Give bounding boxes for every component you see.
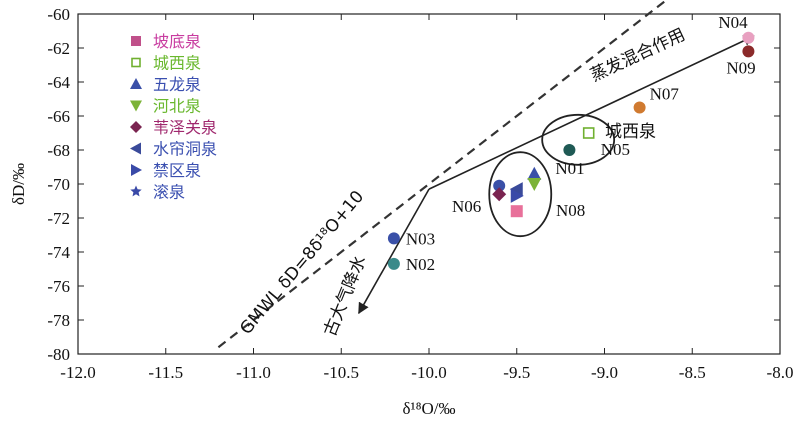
cluster-ellipse-n06-n08 <box>488 151 553 238</box>
group-ellipses <box>488 113 616 238</box>
data-point <box>387 257 400 270</box>
axis-ticks: -12.0 -11.5 -11.0 -10.5 -10.0 -9.5 -9.0 -8.5 -8.… <box>47 5 793 382</box>
y-tick-label: -64 <box>47 73 70 92</box>
x-axis-label: δ¹⁸O/‰ <box>402 399 455 418</box>
y-axis-label: δD/‰ <box>9 163 28 205</box>
legend-marker <box>130 78 142 89</box>
legend-marker <box>130 100 142 112</box>
legend-label: 苇泽关泉 <box>153 118 217 137</box>
y-tick-label: -74 <box>47 243 70 262</box>
legend-marker <box>131 57 141 68</box>
y-tick-label: -66 <box>47 107 70 126</box>
sample-label-n06: N06 <box>452 197 481 216</box>
sample-label: N03 <box>406 229 435 248</box>
y-tick-label: -70 <box>47 175 70 194</box>
y-tick-label: -80 <box>47 345 70 364</box>
x-tick-label: -11.5 <box>148 363 183 382</box>
data-point <box>493 179 506 192</box>
data-point <box>509 182 523 197</box>
reference-lines <box>217 0 755 349</box>
legend-marker <box>131 36 141 46</box>
data-point <box>742 45 755 58</box>
x-tick-label: -10.5 <box>324 363 359 382</box>
data-point <box>527 178 542 191</box>
data-point <box>582 127 595 139</box>
data-point <box>742 31 755 44</box>
sample-label: N07 <box>650 85 680 104</box>
legend-label: 城西泉 <box>153 54 201 73</box>
legend-marker <box>130 185 142 197</box>
x-tick-label: -8.0 <box>767 363 794 382</box>
data-points: N04 N09 N07 N05 N01 N03 N02 <box>387 13 756 274</box>
cluster-ellipse-n01-n05 <box>541 113 616 166</box>
legend-label: 禁区泉 <box>153 161 201 180</box>
x-tick-label: -8.5 <box>679 363 706 382</box>
evaporation-mixing-arrow <box>428 35 755 190</box>
legend-label: 坡底泉 <box>153 32 201 51</box>
y-tick-label: -78 <box>47 311 70 330</box>
x-tick-label: -11.0 <box>236 363 271 382</box>
data-point <box>633 101 646 114</box>
y-tick-label: -60 <box>47 5 70 24</box>
y-tick-label: -62 <box>47 39 70 58</box>
legend-marker <box>130 121 142 133</box>
x-tick-label: -9.0 <box>591 363 618 382</box>
y-tick-label: -68 <box>47 141 70 160</box>
data-point <box>387 232 400 245</box>
legend-label: 五龙泉 <box>153 75 201 94</box>
sample-label-n08: N08 <box>556 201 585 220</box>
legend-marker <box>130 142 141 155</box>
data-point <box>492 187 507 202</box>
chengxi-spring-label: 城西泉 <box>605 122 656 142</box>
data-point <box>563 144 576 156</box>
legend-label: 滚泉 <box>153 183 185 202</box>
y-tick-label: -76 <box>47 277 70 296</box>
paleo-precipitation-arrow <box>358 188 430 315</box>
x-tick-label: -10.0 <box>411 363 446 382</box>
gmwl-line <box>217 0 669 349</box>
legend-marker <box>131 164 142 176</box>
legend-label: 水帘洞泉 <box>153 140 217 159</box>
y-tick-label: -72 <box>47 209 70 228</box>
sample-label: N01 <box>555 159 584 178</box>
data-point <box>527 166 542 180</box>
sample-label: N09 <box>726 58 755 77</box>
x-tick-label: -12.0 <box>60 363 95 382</box>
data-point <box>510 205 523 218</box>
paleo-precipitation-label: 古大气降水 <box>320 253 370 339</box>
legend-label: 河北泉 <box>153 97 201 116</box>
x-tick-label: -9.5 <box>503 363 530 382</box>
sample-label: N02 <box>406 255 435 274</box>
evaporation-mixing-label: 蒸发混合作用 <box>587 25 688 86</box>
data-point <box>510 188 524 203</box>
sample-label: N05 <box>601 140 630 159</box>
sample-label: N04 <box>718 13 748 32</box>
